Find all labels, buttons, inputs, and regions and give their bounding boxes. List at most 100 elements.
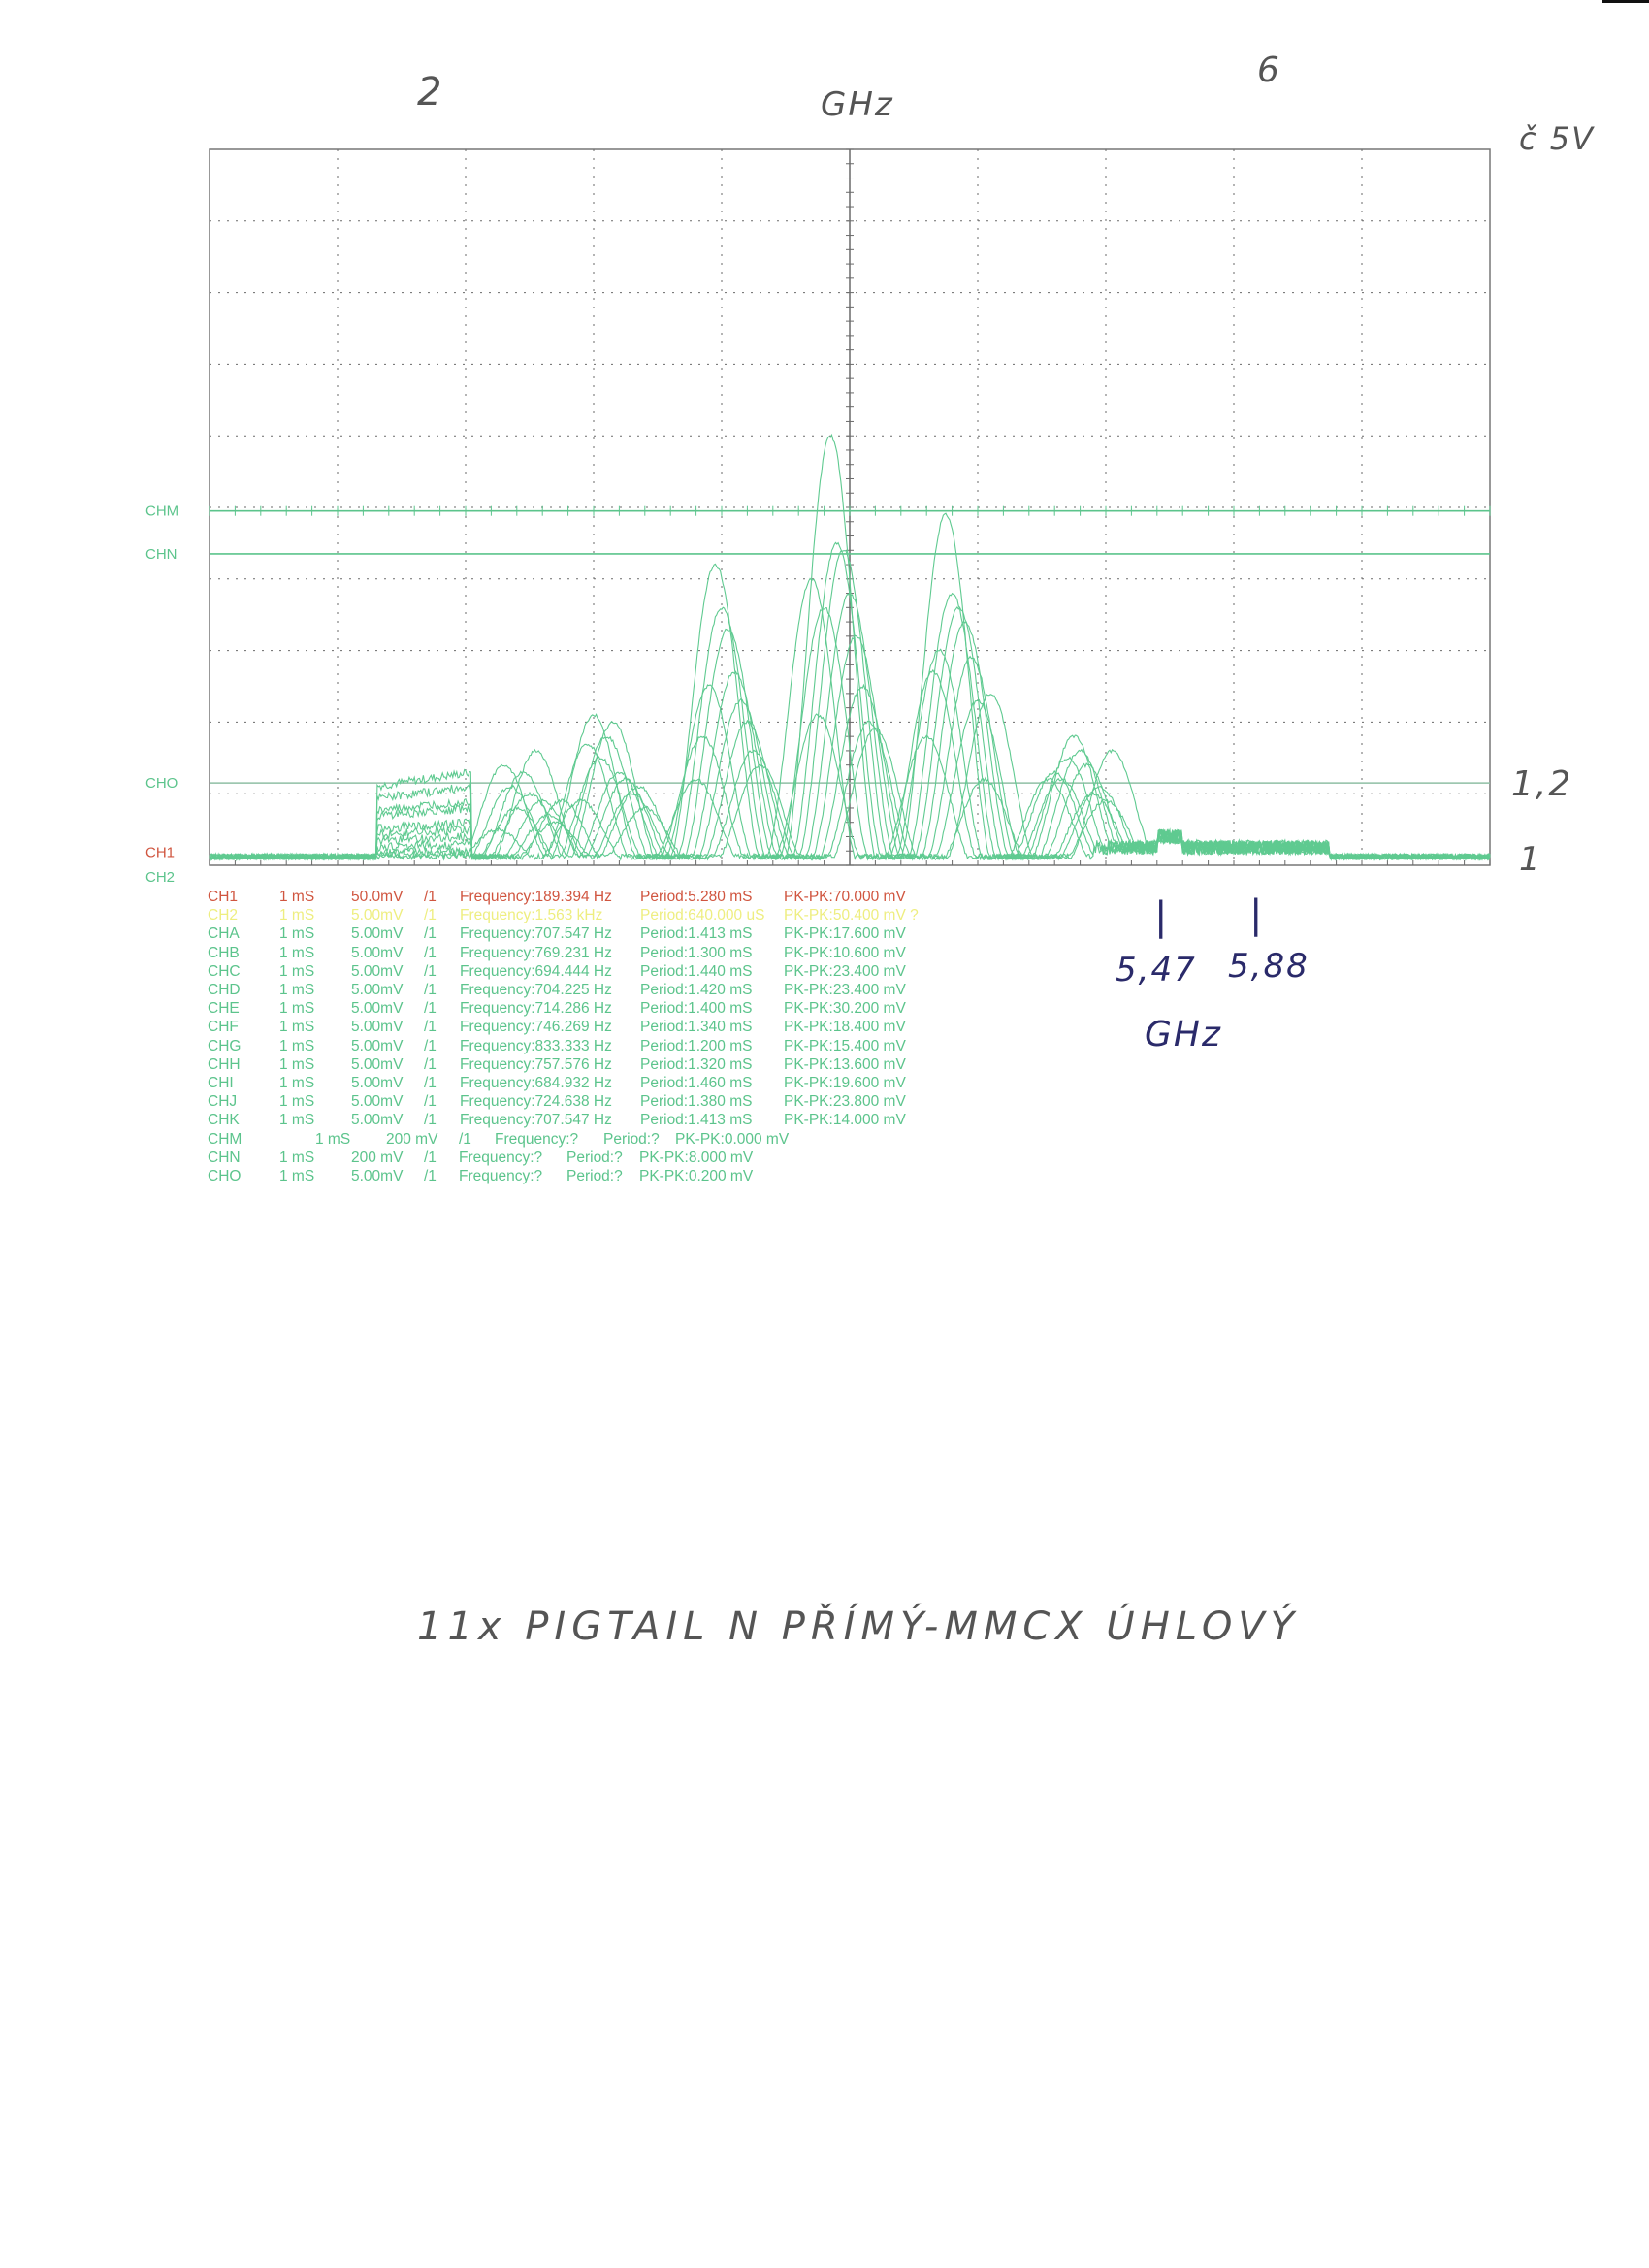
- measurement-freq: Frequency:833.333 Hz: [460, 1037, 612, 1054]
- measurement-probe: /1: [424, 1055, 436, 1073]
- measurement-freq: Frequency:707.547 Hz: [460, 925, 612, 943]
- trace-8: [209, 668, 1491, 861]
- reference-label-chm: CHM: [146, 503, 178, 520]
- measurement-time: 1 mS: [279, 1168, 315, 1184]
- measurement-ch: CHI: [208, 1075, 234, 1091]
- measurement-period: Period:1.420 mS: [640, 982, 753, 998]
- measurement-time: 1 mS: [279, 925, 315, 943]
- measurement-ch: CHA: [208, 925, 240, 943]
- measurement-freq: Frequency:?: [459, 1168, 543, 1184]
- measurement-volt: 200 mV: [386, 1130, 438, 1148]
- measurement-period: Period:?: [566, 1168, 623, 1184]
- measurement-period: Period:1.413 mS: [640, 1112, 753, 1129]
- measurement-freq: Frequency:1.563 kHz: [460, 907, 603, 924]
- measurement-volt: 5.00mV: [351, 944, 404, 961]
- measurement-time: 1 mS: [279, 907, 315, 924]
- measurement-time: 1 mS: [279, 1019, 315, 1036]
- measurement-probe: /1: [424, 925, 436, 943]
- measurement-ch: CHO: [208, 1168, 242, 1184]
- measurement-probe: /1: [424, 962, 436, 980]
- measurement-volt: 5.00mV: [351, 962, 404, 980]
- measurement-freq: Frequency:694.444 Hz: [460, 962, 612, 980]
- measurement-pkpk: PK-PK:23.400 mV: [784, 982, 906, 998]
- measurement-ch: CHK: [208, 1112, 240, 1129]
- measurement-period: Period:1.340 mS: [640, 1019, 753, 1036]
- measurement-ch: CH2: [208, 907, 239, 924]
- measurement-probe: /1: [424, 982, 436, 998]
- measurement-pkpk: PK-PK:50.400 mV ?: [784, 907, 919, 924]
- measurement-pkpk: PK-PK:13.600 mV: [784, 1055, 906, 1073]
- measurement-freq: Frequency:189.394 Hz: [460, 889, 612, 905]
- handwritten-mark-6: 6: [1257, 50, 1281, 90]
- measurement-time: 1 mS: [279, 1149, 315, 1166]
- measurement-volt: 5.00mV: [351, 925, 404, 943]
- measurement-period: Period:1.200 mS: [640, 1037, 753, 1054]
- marker-tick-right: |: [1249, 892, 1265, 937]
- measurement-period: Period:1.413 mS: [640, 925, 753, 943]
- measurement-probe: /1: [424, 1149, 436, 1166]
- measurement-pkpk: PK-PK:70.000 mV: [784, 889, 906, 905]
- measurement-volt: 5.00mV: [351, 1168, 404, 1184]
- measurement-ch: CHB: [208, 944, 240, 961]
- measurement-ch: CHE: [208, 1000, 240, 1018]
- measurement-ch: CHC: [208, 962, 241, 980]
- measurement-freq: Frequency:?: [495, 1130, 579, 1148]
- measurement-volt: 5.00mV: [351, 1037, 404, 1054]
- scan-corner-mark: [1602, 0, 1649, 3]
- handwritten-marker-left: 5,47: [1116, 951, 1197, 989]
- measurement-time: 1 mS: [279, 944, 315, 961]
- measurement-freq: Frequency:746.269 Hz: [460, 1019, 612, 1036]
- marker-tick-left: |: [1154, 894, 1170, 939]
- measurement-volt: 5.00mV: [351, 1112, 404, 1129]
- measurement-period: Period:5.280 mS: [640, 889, 753, 905]
- handwritten-voltage-note: č 5V: [1519, 120, 1596, 157]
- measurement-pkpk: PK-PK:10.600 mV: [784, 944, 906, 961]
- measurement-time: 1 mS: [279, 1075, 315, 1091]
- measurement-probe: /1: [424, 1019, 436, 1036]
- oscilloscope-plot: CHM CHN CHO CH1 CH2: [146, 148, 1491, 886]
- measurement-volt: 50.0mV: [351, 889, 404, 905]
- measurement-pkpk: PK-PK:14.000 mV: [784, 1112, 906, 1129]
- reference-label-chn: CHN: [146, 546, 178, 563]
- measurement-period: Period:?: [566, 1149, 623, 1166]
- measurement-probe: /1: [424, 1112, 436, 1129]
- handwritten-unit-ghz: GHz: [821, 85, 894, 124]
- handwritten-mark-2: 2: [417, 70, 444, 114]
- measurement-ch: CHN: [208, 1149, 241, 1166]
- handwritten-caption: 11x PIGTAIL N PŘÍMÝ-MMCX ÚHLOVÝ: [417, 1604, 1301, 1649]
- measurement-period: Period:1.460 mS: [640, 1075, 753, 1091]
- measurement-volt: 5.00mV: [351, 1075, 404, 1091]
- measurement-period: Period:1.380 mS: [640, 1093, 753, 1111]
- measurement-ch: CHD: [208, 982, 241, 998]
- trace-9: [209, 720, 1491, 862]
- measurement-volt: 5.00mV: [351, 982, 404, 998]
- measurement-period: Period:?: [603, 1130, 660, 1148]
- measurement-volt: 5.00mV: [351, 1019, 404, 1036]
- measurement-period: Period:1.300 mS: [640, 944, 753, 961]
- measurement-freq: Frequency:714.286 Hz: [460, 1000, 612, 1018]
- measurement-time: 1 mS: [279, 1055, 315, 1073]
- measurement-time: 1 mS: [279, 982, 315, 998]
- measurement-ch: CHJ: [208, 1093, 238, 1111]
- measurement-pkpk: PK-PK:0.200 mV: [639, 1168, 754, 1184]
- measurement-period: Period:640.000 uS: [640, 907, 765, 924]
- measurement-pkpk: PK-PK:18.400 mV: [784, 1019, 906, 1036]
- measurement-pkpk: PK-PK:15.400 mV: [784, 1037, 906, 1054]
- measurement-time: 1 mS: [279, 889, 315, 905]
- measurement-probe: /1: [459, 1130, 471, 1148]
- trace-10: [209, 693, 1491, 861]
- measurement-time: 1 mS: [279, 962, 315, 980]
- measurement-period: Period:1.400 mS: [640, 1000, 753, 1018]
- handwritten-marker-right: 5,88: [1228, 947, 1310, 986]
- measurement-probe: /1: [424, 1037, 436, 1054]
- measurement-probe: /1: [424, 889, 436, 905]
- measurement-freq: Frequency:769.231 Hz: [460, 944, 612, 961]
- measurement-pkpk: PK-PK:19.600 mV: [784, 1075, 906, 1091]
- measurement-volt: 5.00mV: [351, 907, 404, 924]
- reference-label-ch1: CH1: [146, 844, 175, 860]
- measurement-period: Period:1.320 mS: [640, 1055, 753, 1073]
- measurement-volt: 200 mV: [351, 1149, 404, 1166]
- measurement-ch: CHF: [208, 1019, 239, 1036]
- measurement-time: 1 mS: [315, 1130, 351, 1148]
- measurement-freq: Frequency:757.576 Hz: [460, 1055, 612, 1073]
